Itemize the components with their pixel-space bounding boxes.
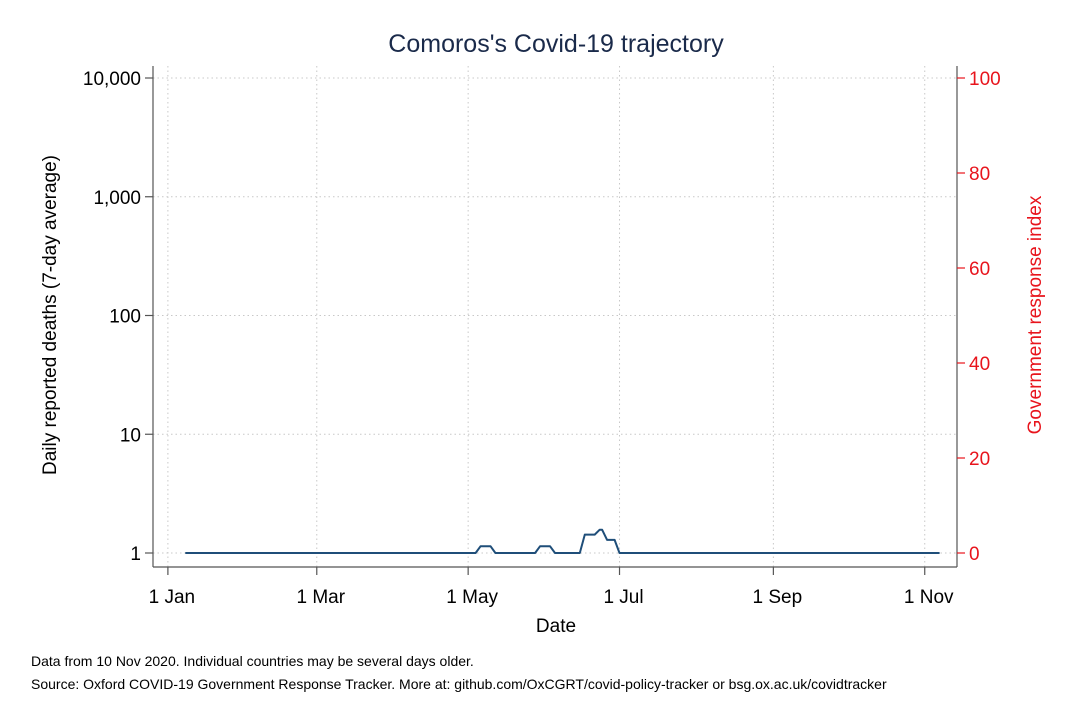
right-y-ticks: 0 20 40 60 80 100 [957, 69, 1001, 565]
left-y-tick-label: 10,000 [83, 69, 141, 90]
x-ticks: 1 Jan 1 Mar 1 May 1 Jul 1 Sep 1 Nov [149, 567, 954, 608]
right-y-tick-label: 0 [969, 544, 980, 565]
x-axis-title: Date [536, 616, 576, 637]
left-y-tick-label: 10 [120, 425, 141, 446]
left-y-tick-label: 100 [109, 307, 141, 328]
right-y-tick-label: 80 [969, 164, 990, 185]
right-y-tick-label: 100 [969, 69, 1001, 90]
deaths-series-line [185, 528, 940, 554]
x-tick-label: 1 Mar [296, 587, 345, 608]
x-tick-label: 1 May [446, 587, 498, 608]
left-y-axis-title: Daily reported deaths (7-day average) [40, 155, 61, 475]
right-y-tick-label: 20 [969, 449, 990, 470]
right-y-tick-label: 40 [969, 354, 990, 375]
right-y-tick-label: 60 [969, 259, 990, 280]
chart-title: Comoros's Covid-19 trajectory [388, 30, 724, 58]
right-y-axis-title: Government response index [1025, 195, 1046, 434]
left-y-tick-label: 1 [130, 544, 141, 565]
left-y-ticks: 1 10 100 1,000 10,000 [83, 69, 153, 565]
data-date-note: Data from 10 Nov 2020. Individual countr… [31, 653, 474, 669]
x-tick-label: 1 Sep [753, 587, 803, 608]
left-y-tick-label: 1,000 [93, 188, 141, 209]
x-tick-label: 1 Nov [904, 587, 954, 608]
x-tick-label: 1 Jul [603, 587, 643, 608]
source-note: Source: Oxford COVID-19 Government Respo… [31, 676, 887, 692]
grid-lines [153, 66, 957, 567]
x-tick-label: 1 Jan [149, 587, 195, 608]
